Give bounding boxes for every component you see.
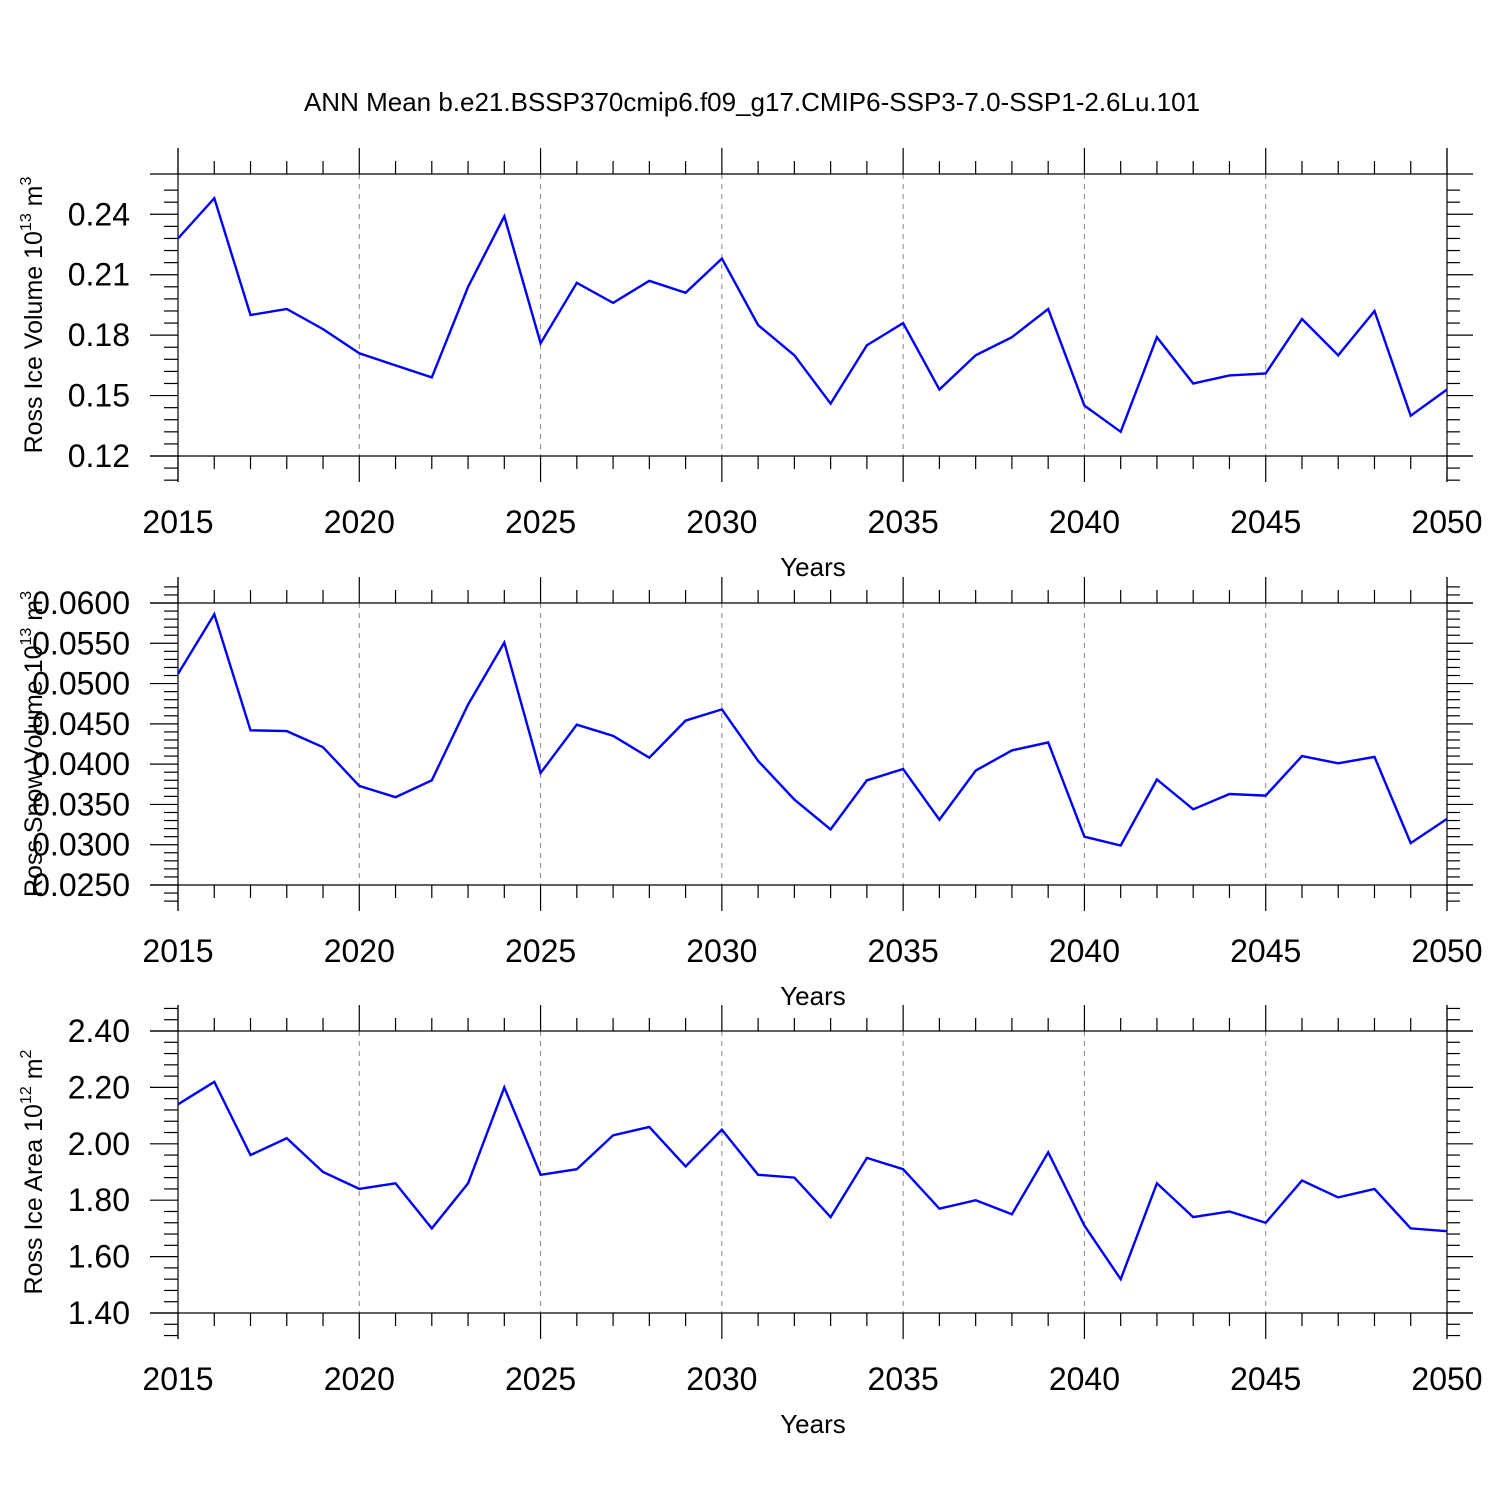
y-tick-label: 0.12 xyxy=(68,438,130,474)
x-tick-label: 2035 xyxy=(868,1361,939,1397)
x-tick-label: 2030 xyxy=(686,1361,757,1397)
x-tick-label: 2020 xyxy=(324,504,395,540)
y-tick-label: 2.40 xyxy=(68,1013,130,1049)
x-tick-label: 2015 xyxy=(142,1361,213,1397)
y-tick-label: 0.15 xyxy=(68,378,130,414)
y-tick-label: 0.0250 xyxy=(32,867,130,903)
y-tick-label: 0.24 xyxy=(68,196,130,232)
y-axis-label: Ross Ice Volume 1013 m3 xyxy=(18,176,48,453)
x-tick-label: 2015 xyxy=(142,504,213,540)
series-line xyxy=(176,611,1448,847)
panel-1: 2015 2020 2025 2030 2035 2040 2045 2050 0.12 0.15… xyxy=(18,148,1483,582)
y-tick-label: 0.0300 xyxy=(32,827,130,863)
y-tick-label: 1.80 xyxy=(68,1182,130,1218)
panel-3: 2015 2020 2025 2030 2035 2040 2045 2050 1.40 1.60… xyxy=(18,1005,1483,1439)
x-tick-label: 2020 xyxy=(324,933,395,969)
x-tick-label: 2045 xyxy=(1230,504,1301,540)
panels: 2015 2020 2025 2030 2035 2040 2045 2050 0.12 0.15… xyxy=(18,148,1483,1439)
y-tick-label: 0.18 xyxy=(68,317,130,353)
x-tick-label: 2025 xyxy=(505,1361,576,1397)
x-tick-label: 2035 xyxy=(868,504,939,540)
y-tick-label: 0.0550 xyxy=(32,625,130,661)
y-tick-label: 0.0350 xyxy=(32,786,130,822)
figure-title: ANN Mean b.e21.BSSP370cmip6.f09_g17.CMIP… xyxy=(304,87,1200,117)
x-tick-label: 2040 xyxy=(1049,1361,1120,1397)
x-tick-label: 2030 xyxy=(686,933,757,969)
series-line xyxy=(177,1080,1448,1282)
x-tick-label: 2030 xyxy=(686,504,757,540)
x-tick-label: 2045 xyxy=(1230,933,1301,969)
y-tick-label: 1.60 xyxy=(68,1239,130,1275)
x-tick-label: 2040 xyxy=(1049,933,1120,969)
x-tick-label: 2035 xyxy=(868,933,939,969)
y-tick-label: 2.20 xyxy=(68,1069,130,1105)
y-tick-label: 1.40 xyxy=(68,1295,130,1331)
x-axis-label: Years xyxy=(780,552,846,582)
x-tick-label: 2020 xyxy=(324,1361,395,1397)
y-tick-label: 0.0500 xyxy=(32,666,130,702)
panel-2: 2015 2020 2025 2030 2035 2040 2045 2050 0.0250 0.… xyxy=(18,577,1483,1011)
y-axis-label: Ross Ice Area 1012 m2 xyxy=(18,1049,48,1294)
y-tick-label: 0.0600 xyxy=(32,585,130,621)
y-tick-label: 0.0400 xyxy=(32,746,130,782)
series-line xyxy=(177,195,1448,434)
y-axis-label: Ross Snow Volume 1013 m3 xyxy=(18,591,48,897)
x-tick-label: 2045 xyxy=(1230,1361,1301,1397)
y-tick-label: 0.0450 xyxy=(32,706,130,742)
x-tick-label: 2025 xyxy=(505,504,576,540)
x-tick-label: 2050 xyxy=(1411,1361,1482,1397)
x-tick-label: 2050 xyxy=(1411,933,1482,969)
y-tick-label: 0.21 xyxy=(68,257,130,293)
x-axis-label: Years xyxy=(780,1409,846,1439)
x-tick-label: 2040 xyxy=(1049,504,1120,540)
y-tick-label: 2.00 xyxy=(68,1126,130,1162)
x-tick-label: 2025 xyxy=(505,933,576,969)
x-tick-label: 2050 xyxy=(1411,504,1482,540)
x-tick-label: 2015 xyxy=(142,933,213,969)
x-axis-label: Years xyxy=(780,981,846,1011)
